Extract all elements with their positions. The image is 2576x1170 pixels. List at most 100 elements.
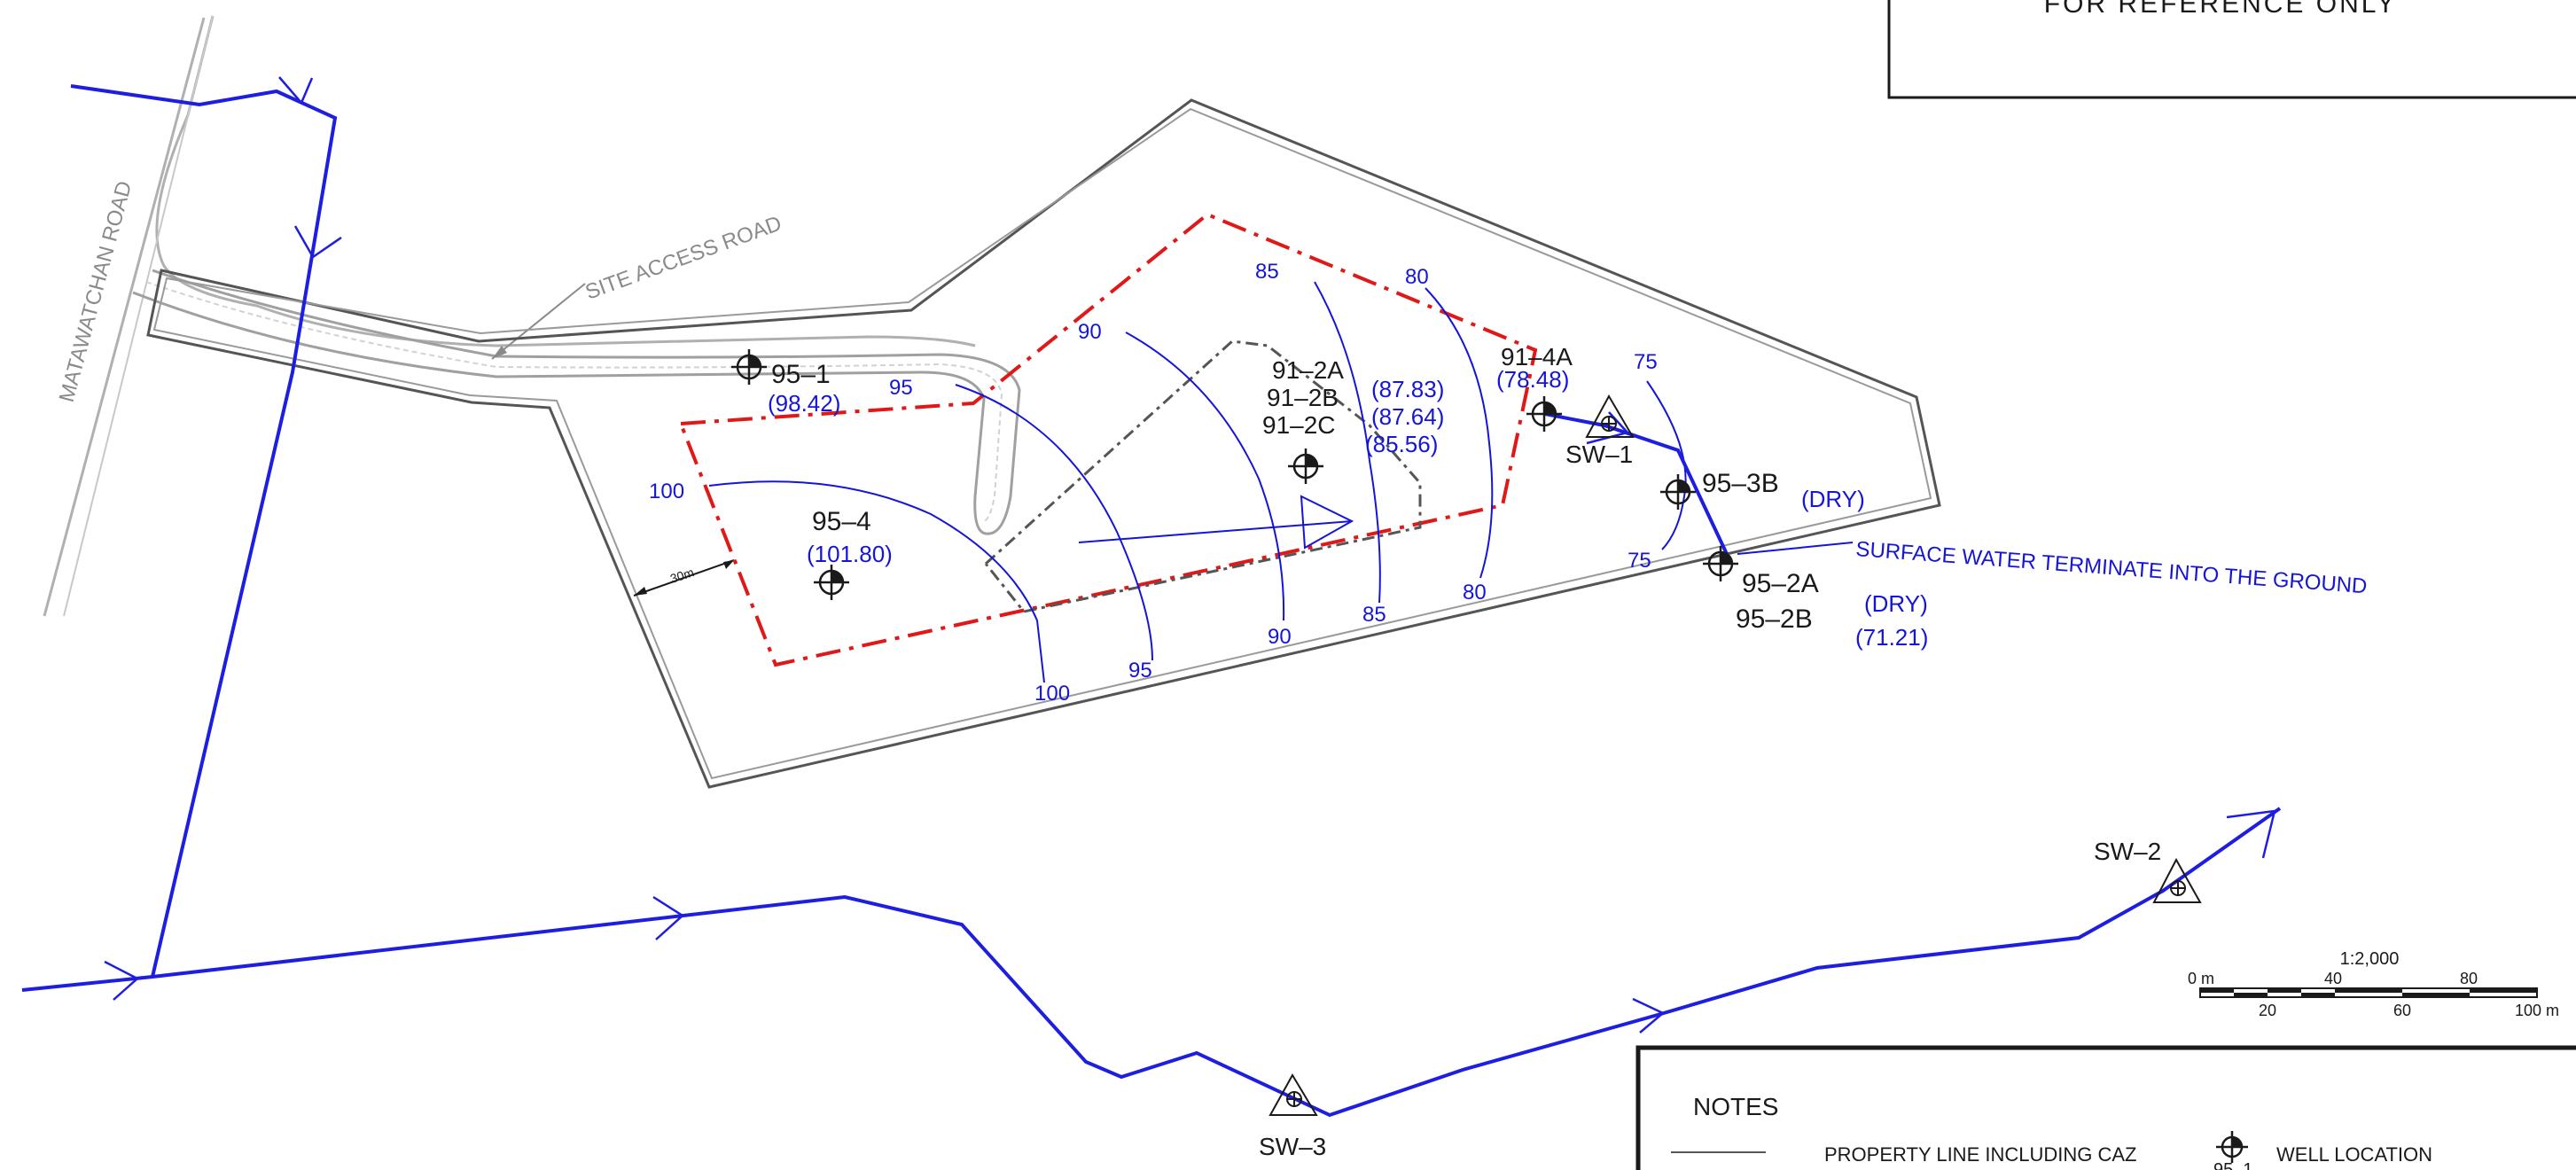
sw-3-station: SW–3 [1259, 1073, 1326, 1160]
sw-1-label: SW–1 [1565, 441, 1633, 468]
well-location-icon [1703, 546, 1738, 581]
flow-chevron [104, 960, 140, 1001]
scale-tick-40: 40 [2324, 970, 2342, 987]
contour-label-95-bottom: 95 [1128, 659, 1152, 682]
well-location-icon [814, 565, 849, 600]
triangle-icon [1268, 1073, 1318, 1116]
contour-label-100-bottom: 100 [1034, 682, 1070, 706]
legend-well-location-label: WELL LOCATION [2276, 1143, 2432, 1166]
well-location-icon [1660, 474, 1696, 510]
well-location-icon [731, 349, 767, 385]
legend-frame [1635, 1045, 2576, 1170]
contour-100 [708, 480, 1045, 683]
scale-tick-100: 100 m [2515, 1002, 2559, 1019]
well-91-4A: 91–4A (78.48) [1496, 343, 1573, 432]
legend-property-line-label: PROPERTY LINE INCLUDING CAZ [1824, 1143, 2136, 1166]
well-95-3B-level: (DRY) [1801, 486, 1865, 512]
contour-label-90-top: 90 [1078, 320, 1102, 344]
well-91-4A-id: 91–4A [1501, 343, 1573, 370]
buffer-label: 30m [668, 565, 696, 586]
note-leader [1737, 542, 1854, 555]
groundwater-contours [708, 281, 1687, 683]
triangle-icon [1585, 394, 1635, 438]
well-location-icon [1526, 396, 1562, 432]
notes-legend: NOTES PROPERTY LINE INCLUDING CAZ 95–1 W… [1635, 1045, 2576, 1170]
well-95-4: 95–4 (101.80) [807, 507, 893, 600]
fill-area-outline [984, 339, 1422, 613]
scale-tick-80: 80 [2460, 970, 2478, 987]
contour-85 [1314, 281, 1381, 604]
well-95-1-id: 95–1 [771, 360, 831, 389]
sw-1-station: SW–1 [1565, 394, 1635, 468]
flow-chevron [2226, 809, 2276, 859]
site-access-leader [491, 283, 586, 360]
well-91-2B-id: 91–2B [1267, 384, 1339, 411]
well-91-2C-level: (85.56) [1365, 431, 1438, 457]
contour-label-90-bottom: 90 [1268, 625, 1292, 649]
contour-label-85-bottom: 85 [1362, 603, 1386, 627]
stream-east [1544, 412, 1729, 555]
contour-90 [1125, 332, 1285, 621]
well-95-3B: 95–3B (DRY) [1660, 469, 1865, 512]
well-95-2A-level: (DRY) [1864, 590, 1928, 617]
well-95-2B-level: (71.21) [1855, 624, 1928, 651]
waste-boundary [678, 212, 1538, 667]
legend-heading: NOTES [1693, 1093, 1778, 1120]
sw-2-station: SW–2 [2094, 838, 2202, 903]
well-95-1-level: (98.42) [768, 390, 840, 417]
stream-south [21, 807, 2282, 1118]
contour-75 [1646, 380, 1687, 550]
contour-label-80-bottom: 80 [1463, 581, 1487, 604]
well-95-4-level: (101.80) [807, 541, 893, 567]
title-block-frame [1887, 0, 2576, 99]
contour-labels: 100 100 95 95 90 90 85 85 80 80 75 75 [649, 260, 1658, 706]
contour-label-75-top: 75 [1634, 350, 1658, 374]
stream-west [70, 84, 338, 978]
title-block: FOR REFERENCE ONLY [1887, 0, 2576, 99]
groundwater-flow-arrow [1078, 495, 1354, 550]
well-location-icon [1288, 448, 1323, 484]
scale-tick-20: 20 [2259, 1002, 2276, 1019]
surface-water-terminate-note: SURFACE WATER TERMINATE INTO THE GROUND [1855, 537, 2369, 598]
contour-label-85-top: 85 [1255, 260, 1279, 284]
legend-well-example: 95–1 [2213, 1160, 2253, 1170]
sw-2-label: SW–2 [2094, 838, 2161, 865]
well-95-2B-id: 95–2B [1736, 604, 1813, 634]
well-91-2-cluster: 91–2A 91–2B 91–2C (87.83) (87.64) (85.56… [1262, 356, 1444, 484]
streams [21, 84, 2282, 1118]
well-91-2A-level: (87.83) [1371, 376, 1444, 402]
well-91-2A-id: 91–2A [1272, 356, 1344, 384]
contour-label-100-left: 100 [649, 480, 684, 503]
contour-95 [955, 384, 1153, 661]
flow-chevron [652, 895, 685, 940]
scale-tick-0: 0 m [2188, 970, 2214, 987]
flow-chevron [278, 76, 314, 105]
contour-80 [1425, 287, 1494, 579]
surface-water-note: SURFACE WATER TERMINATE INTO THE GROUND [1737, 537, 2368, 598]
flow-chevron [1632, 997, 1666, 1034]
well-95-2A-id: 95–2A [1742, 569, 1819, 598]
site-access-arrowhead [492, 346, 507, 359]
well-91-2B-level: (87.64) [1371, 403, 1444, 430]
flow-chevron [293, 225, 342, 259]
stream-flow-chevrons [104, 76, 2276, 1034]
title-block-text: FOR REFERENCE ONLY [2044, 0, 2398, 19]
contour-label-95-top: 95 [889, 376, 913, 400]
triangle-icon [2152, 857, 2202, 903]
legend-well-icon [2216, 1131, 2248, 1163]
well-95-1: 95–1 (98.42) [731, 349, 840, 417]
sw-3-label: SW–3 [1259, 1133, 1326, 1160]
well-95-2: 95–2A 95–2B (DRY) (71.21) [1703, 546, 1928, 651]
scale-ratio: 1:2,000 [2340, 949, 2400, 969]
well-91-4A-level: (78.48) [1496, 366, 1569, 393]
site-access-road-label: SITE ACCESS ROAD [582, 211, 785, 304]
buffer-dimension-line [633, 559, 735, 597]
well-95-4-id: 95–4 [812, 507, 871, 536]
well-91-2C-id: 91–2C [1262, 411, 1336, 439]
property-line: 30m [146, 98, 1941, 789]
scale-bar: 1:2,000 0 m 40 80 20 60 100 m [2188, 949, 2559, 1019]
scale-tick-60: 60 [2393, 1002, 2411, 1019]
well-95-3B-id: 95–3B [1702, 469, 1779, 498]
